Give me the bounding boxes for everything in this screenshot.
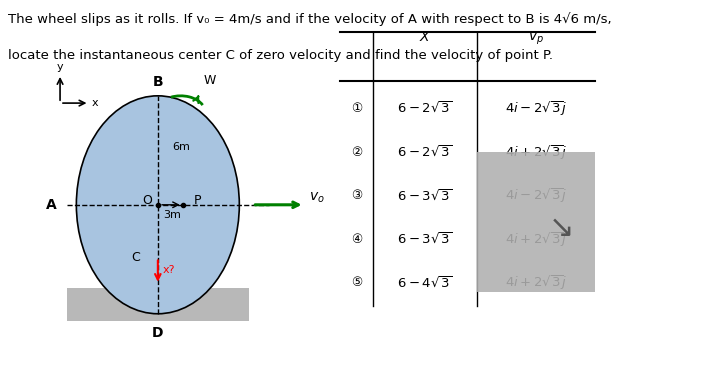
Text: ④: ④ bbox=[351, 233, 362, 246]
Text: B: B bbox=[152, 75, 163, 89]
Text: $4i - 2\sqrt{3}j$: $4i - 2\sqrt{3}j$ bbox=[505, 99, 567, 118]
Text: $6 - 2\sqrt{3}$: $6 - 2\sqrt{3}$ bbox=[397, 101, 453, 116]
Text: P: P bbox=[194, 194, 201, 207]
Text: $v_o$: $v_o$ bbox=[309, 190, 325, 205]
Text: The wheel slips as it rolls. If v₀ = 4m/s and if the velocity of A with respect : The wheel slips as it rolls. If v₀ = 4m/… bbox=[8, 12, 612, 26]
Text: ③: ③ bbox=[351, 189, 362, 202]
Text: A: A bbox=[46, 198, 57, 212]
Text: x: x bbox=[91, 98, 98, 108]
Text: C: C bbox=[131, 251, 140, 264]
Text: y: y bbox=[57, 62, 63, 72]
Text: $4i + 2\sqrt{3}j$: $4i + 2\sqrt{3}j$ bbox=[505, 143, 567, 161]
Text: 3m: 3m bbox=[163, 210, 181, 220]
Text: $6 - 3\sqrt{3}$: $6 - 3\sqrt{3}$ bbox=[397, 232, 453, 247]
Text: ②: ② bbox=[351, 146, 362, 158]
Text: ⑤: ⑤ bbox=[351, 276, 362, 290]
Text: $6 - 2\sqrt{3}$: $6 - 2\sqrt{3}$ bbox=[397, 145, 453, 160]
Text: $6 - 3\sqrt{3}$: $6 - 3\sqrt{3}$ bbox=[397, 188, 453, 203]
Text: 6m: 6m bbox=[172, 142, 190, 152]
Bar bbox=[67, 288, 249, 321]
Text: $6 - 4\sqrt{3}$: $6 - 4\sqrt{3}$ bbox=[397, 275, 453, 291]
Text: $4i + 2\sqrt{3}j$: $4i + 2\sqrt{3}j$ bbox=[505, 230, 567, 249]
Text: $4i - 2\sqrt{3}j$: $4i - 2\sqrt{3}j$ bbox=[505, 186, 567, 205]
Bar bbox=[477, 152, 595, 292]
Text: locate the instantaneous center C of zero velocity and find the velocity of poin: locate the instantaneous center C of zer… bbox=[8, 49, 553, 61]
Ellipse shape bbox=[76, 96, 239, 314]
Text: ①: ① bbox=[351, 102, 362, 115]
Text: D: D bbox=[152, 326, 164, 340]
Text: x?: x? bbox=[163, 265, 176, 275]
Text: W: W bbox=[204, 74, 216, 87]
Text: $X$: $X$ bbox=[419, 30, 431, 44]
Text: $4i + 2\sqrt{3}j$: $4i + 2\sqrt{3}j$ bbox=[505, 273, 567, 292]
Text: $v_p$: $v_p$ bbox=[528, 30, 544, 47]
Text: ↘: ↘ bbox=[549, 214, 575, 243]
Text: O: O bbox=[142, 194, 152, 207]
